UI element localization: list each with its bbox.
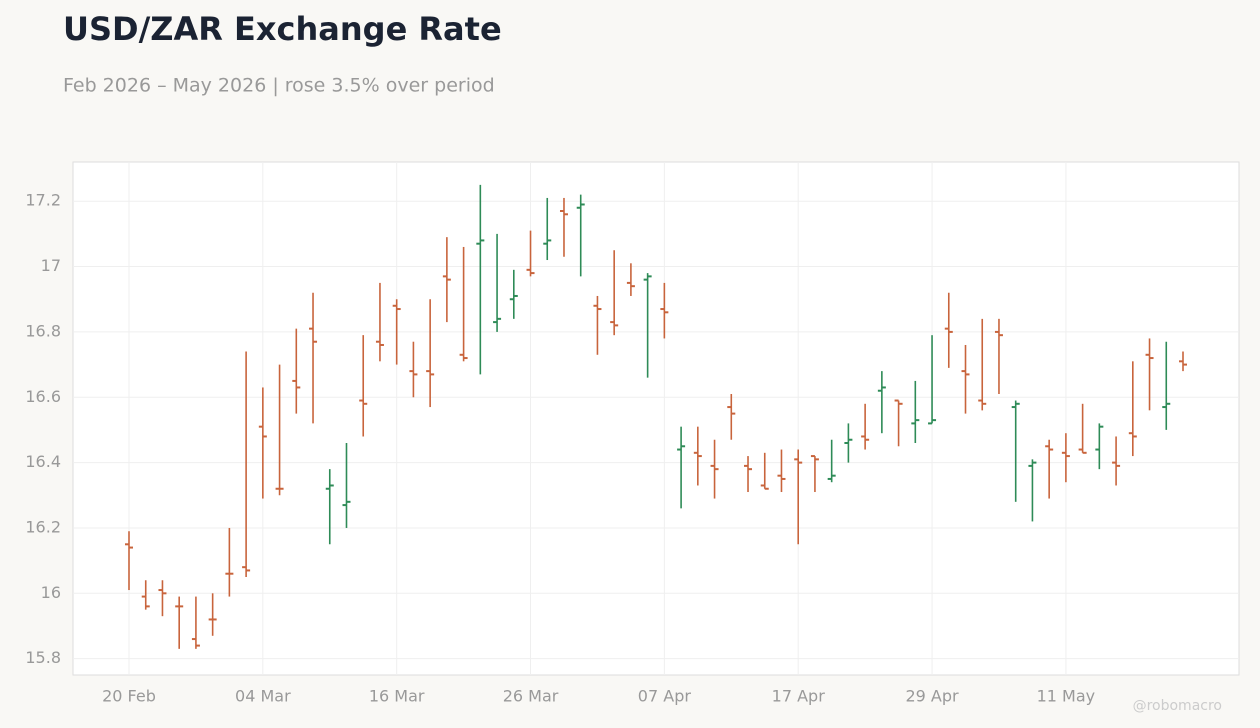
y-tick-label: 17.2 — [25, 191, 61, 210]
x-tick-label: 20 Feb — [102, 687, 156, 706]
plot-area — [72, 161, 1240, 676]
x-tick-label: 29 Apr — [905, 687, 959, 706]
y-tick-label: 17 — [41, 256, 61, 275]
y-tick-label: 16.2 — [25, 517, 61, 536]
chart-title: USD/ZAR Exchange Rate — [63, 10, 502, 48]
watermark: @robomacro — [1133, 698, 1222, 714]
y-tick-label: 15.8 — [25, 648, 61, 667]
y-tick-label: 16.6 — [25, 387, 61, 406]
y-tick-label: 16 — [41, 583, 61, 602]
y-tick-label: 16.8 — [25, 321, 61, 340]
y-tick-label: 16.4 — [25, 452, 61, 471]
x-tick-label: 26 Mar — [503, 687, 559, 706]
chart-subtitle: Feb 2026 – May 2026 | rose 3.5% over per… — [63, 75, 495, 97]
x-tick-label: 17 Apr — [772, 687, 826, 706]
x-tick-label: 11 May — [1037, 687, 1096, 706]
x-tick-label: 07 Apr — [638, 687, 692, 706]
x-tick-label: 04 Mar — [235, 687, 291, 706]
x-tick-label: 16 Mar — [369, 687, 425, 706]
